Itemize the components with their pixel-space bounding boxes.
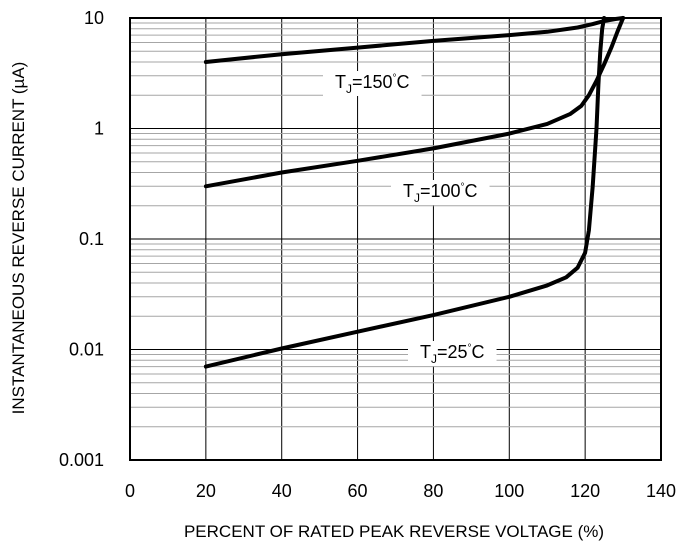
label-degree: °: [461, 182, 465, 193]
x-axis-title: PERCENT OF RATED PEAK REVERSE VOLTAGE (%…: [184, 522, 604, 541]
y-axis-ticks: 0.001 0.01 0.1 1 10: [59, 8, 104, 470]
x-tick-label: 80: [423, 481, 443, 501]
series-label-text: TJ=150°C: [335, 72, 410, 96]
label-value: =100: [420, 181, 461, 201]
series-label-text: TJ=25°C: [420, 342, 485, 366]
label-value: =25: [437, 342, 468, 362]
label-unit: C: [465, 181, 478, 201]
label-degree: °: [393, 73, 397, 84]
label-main: T: [335, 72, 346, 92]
curve-tj-100: [203, 16, 626, 189]
label-unit: C: [397, 72, 410, 92]
label-background: [408, 341, 497, 366]
label-tj-100: TJ=100°C: [391, 180, 490, 205]
label-subscript: J: [414, 191, 420, 205]
curves: [203, 16, 626, 369]
label-unit: C: [472, 342, 485, 362]
label-main: T: [420, 342, 431, 362]
y-tick-label: 0.01: [69, 340, 104, 360]
x-tick-label: 60: [348, 481, 368, 501]
series-labels: TJ=150°CTJ=100°CTJ=25°C: [323, 71, 497, 366]
series-label-text: TJ=100°C: [403, 181, 478, 205]
y-tick-label: 10: [84, 8, 104, 28]
label-background: [323, 71, 422, 96]
x-tick-label: 120: [570, 481, 600, 501]
label-tj-25: TJ=25°C: [408, 341, 497, 366]
y-tick-label: 1: [94, 119, 104, 139]
x-tick-label: 140: [646, 481, 676, 501]
curve-tj-150: [203, 16, 626, 64]
label-subscript: J: [431, 352, 437, 366]
x-tick-label: 20: [196, 481, 216, 501]
label-value: =150: [352, 72, 393, 92]
curve-tj-25: [203, 16, 607, 369]
y-axis-title: INSTANTANEOUS REVERSE CURRENT (µA): [9, 62, 28, 415]
label-degree: °: [468, 343, 472, 354]
y-tick-label: 0.1: [79, 229, 104, 249]
x-tick-label: 100: [494, 481, 524, 501]
grid: [130, 18, 661, 460]
label-background: [391, 180, 490, 205]
x-tick-label: 0: [125, 481, 135, 501]
label-tj-150: TJ=150°C: [323, 71, 422, 96]
label-subscript: J: [346, 82, 352, 96]
x-tick-label: 40: [272, 481, 292, 501]
y-tick-label: 0.001: [59, 450, 104, 470]
label-main: T: [403, 181, 414, 201]
plot-frame: [129, 17, 662, 461]
x-axis-ticks: 0 20 40 60 80 100 120 140: [125, 481, 676, 501]
